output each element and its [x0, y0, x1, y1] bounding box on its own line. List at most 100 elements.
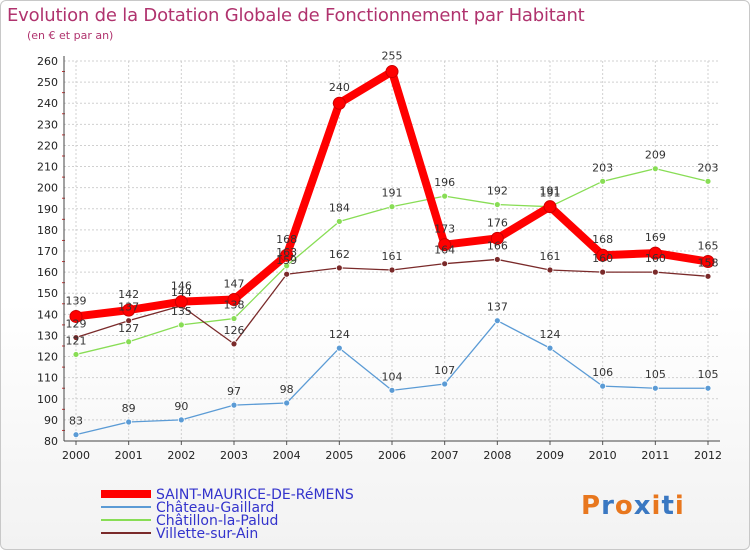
data-point: [493, 201, 501, 208]
x-tick-label: 2009: [536, 449, 564, 462]
data-label: 166: [487, 239, 508, 252]
data-label: 106: [592, 366, 613, 379]
data-point: [648, 246, 662, 260]
data-label: 129: [66, 318, 87, 331]
y-tick-label: 220: [37, 139, 58, 152]
y-tick-label: 140: [37, 308, 58, 321]
data-label: 184: [329, 201, 350, 214]
x-tick-label: 2010: [589, 449, 617, 462]
data-point: [174, 295, 188, 309]
data-label: 191: [540, 185, 561, 198]
logo-letter: i: [651, 491, 662, 521]
data-label: 107: [434, 364, 455, 377]
data-point: [125, 317, 133, 325]
data-point: [177, 321, 185, 329]
data-point: [230, 401, 238, 409]
data-point: [490, 231, 504, 245]
data-point: [388, 203, 396, 211]
data-point: [651, 165, 659, 173]
data-point: [280, 248, 294, 262]
data-point: [438, 238, 452, 252]
data-label: 138: [224, 299, 245, 312]
data-label: 203: [592, 161, 613, 174]
data-label: 137: [118, 301, 139, 314]
x-tick-label: 2001: [115, 449, 143, 462]
x-tick-label: 2003: [220, 449, 248, 462]
data-point: [385, 65, 399, 79]
x-tick-label: 2006: [378, 449, 406, 462]
data-point: [72, 334, 80, 341]
data-point: [388, 386, 396, 394]
data-label: 176: [487, 216, 508, 229]
data-label: 105: [698, 368, 719, 381]
y-tick-label: 250: [37, 76, 58, 89]
data-label: 192: [487, 185, 508, 198]
y-tick-label: 260: [37, 55, 58, 68]
data-label: 97: [227, 385, 241, 398]
data-point: [599, 382, 607, 390]
y-tick-label: 120: [37, 351, 58, 364]
data-point: [651, 268, 659, 276]
data-point: [125, 418, 133, 426]
x-tick-label: 2002: [167, 449, 195, 462]
data-label: 161: [540, 250, 561, 263]
y-tick-label: 210: [37, 161, 58, 174]
data-label: 169: [645, 231, 666, 244]
legend-label: Châtillon-la-Palud: [156, 513, 278, 529]
data-label: 168: [592, 233, 613, 246]
data-point: [69, 309, 83, 323]
data-label: 98: [280, 383, 294, 396]
data-label: 209: [645, 149, 666, 162]
logo-letter: x: [633, 491, 652, 521]
data-label: 165: [698, 240, 719, 253]
legend-label: Château-Gaillard: [156, 500, 274, 516]
data-label: 162: [329, 248, 350, 261]
data-point: [546, 344, 554, 352]
y-tick-label: 130: [37, 329, 58, 342]
data-point: [701, 255, 715, 269]
data-label: 137: [487, 301, 508, 314]
x-tick-label: 2008: [483, 449, 511, 462]
data-point: [230, 315, 238, 322]
data-label: 191: [540, 187, 561, 200]
y-tick-label: 80: [44, 435, 58, 448]
data-point: [599, 268, 607, 276]
logo-letter: t: [661, 491, 675, 521]
data-point: [230, 340, 238, 348]
logo-letter: o: [614, 491, 634, 521]
data-point: [177, 416, 185, 424]
y-tick-label: 110: [37, 372, 58, 385]
data-point: [335, 344, 343, 352]
logo-letter: P: [581, 491, 602, 521]
data-point: [704, 384, 712, 392]
x-tick-label: 2007: [431, 449, 459, 462]
data-label: 124: [540, 328, 561, 341]
chart-title: Evolution de la Dotation Globale de Fonc…: [7, 5, 585, 26]
data-point: [546, 266, 554, 274]
logo-letter: i: [674, 491, 685, 521]
data-point: [493, 317, 501, 325]
data-label: 158: [698, 256, 719, 269]
data-label: 159: [276, 254, 297, 267]
data-point: [388, 266, 396, 274]
data-point: [227, 293, 241, 307]
data-point: [335, 218, 343, 225]
data-label: 191: [382, 187, 403, 200]
data-point: [335, 264, 343, 272]
data-label: 126: [224, 324, 245, 337]
data-label: 161: [382, 250, 403, 263]
y-tick-label: 200: [37, 182, 58, 195]
data-point: [493, 256, 501, 263]
data-point: [704, 272, 712, 280]
data-point: [332, 96, 346, 110]
x-tick-label: 2005: [325, 449, 353, 462]
data-label: 135: [171, 305, 192, 318]
data-point: [651, 384, 659, 392]
data-point: [441, 380, 449, 388]
legend-label: Villette-sur-Ain: [156, 526, 258, 542]
logo-letter: r: [601, 491, 615, 521]
y-tick-label: 170: [37, 245, 58, 258]
data-point: [704, 177, 712, 185]
y-tick-label: 180: [37, 224, 58, 237]
data-label: 142: [118, 288, 139, 301]
